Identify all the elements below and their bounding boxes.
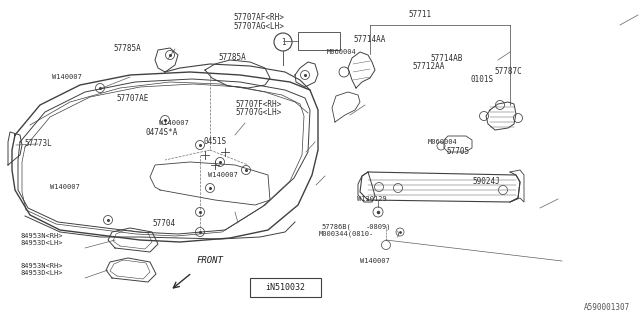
Bar <box>298 32 340 50</box>
Text: 57787C: 57787C <box>494 67 522 76</box>
Text: 57707AG<LH>: 57707AG<LH> <box>234 22 284 31</box>
Text: 84953N<RH>: 84953N<RH> <box>20 263 63 269</box>
Text: A590001307: A590001307 <box>584 303 630 312</box>
Text: 57705: 57705 <box>447 147 470 156</box>
Text: 57707F<RH>: 57707F<RH> <box>236 100 282 109</box>
Text: M060004: M060004 <box>428 140 457 145</box>
Text: iN510032: iN510032 <box>266 283 305 292</box>
Text: 57785A: 57785A <box>219 53 246 62</box>
Text: 57707AE: 57707AE <box>116 94 149 103</box>
Text: 0101S: 0101S <box>470 75 493 84</box>
Text: 57786B(: 57786B( <box>321 223 351 230</box>
Text: -0809): -0809) <box>366 223 392 230</box>
Text: W140007: W140007 <box>52 75 82 80</box>
Text: 57785A: 57785A <box>114 44 141 53</box>
Text: 0474S*A: 0474S*A <box>146 128 179 137</box>
Text: 57712AA: 57712AA <box>413 62 445 71</box>
Text: 57773L: 57773L <box>24 139 52 148</box>
Text: W140007: W140007 <box>50 184 79 190</box>
Text: W130129: W130129 <box>357 196 387 202</box>
Text: M060004: M060004 <box>326 49 356 55</box>
Text: 57704: 57704 <box>152 219 175 228</box>
Text: ): ) <box>396 231 400 237</box>
Text: 57707G<LH>: 57707G<LH> <box>236 108 282 117</box>
Text: 84953D<LH>: 84953D<LH> <box>20 240 63 246</box>
Text: W140007: W140007 <box>159 120 188 126</box>
Text: W140007: W140007 <box>360 258 389 264</box>
Text: 59024J: 59024J <box>472 177 500 186</box>
Text: W140007: W140007 <box>208 172 237 178</box>
Text: M000344(0810-: M000344(0810- <box>319 231 374 237</box>
Text: 57714AA: 57714AA <box>353 35 386 44</box>
Text: 1: 1 <box>281 37 285 46</box>
Bar <box>250 278 321 297</box>
Text: 57707AF<RH>: 57707AF<RH> <box>234 13 284 22</box>
Text: 84953N<RH>: 84953N<RH> <box>20 233 63 239</box>
Text: 0451S: 0451S <box>204 137 227 146</box>
Text: 57711: 57711 <box>408 10 431 19</box>
Text: FRONT: FRONT <box>197 256 224 265</box>
Text: 57714AB: 57714AB <box>430 54 463 63</box>
Text: 84953D<LH>: 84953D<LH> <box>20 270 63 276</box>
